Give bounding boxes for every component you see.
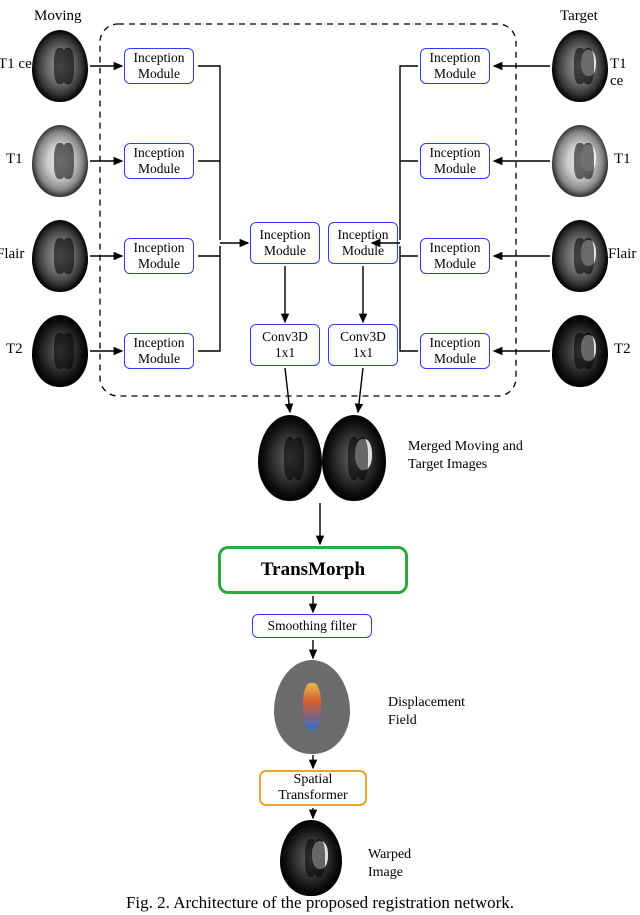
inception-center-right: Inception Module xyxy=(328,222,398,264)
brain-target-1 xyxy=(552,125,608,197)
conv3d-left: Conv3D 1x1 xyxy=(250,324,320,366)
figure-caption: Fig. 2. Architecture of the proposed reg… xyxy=(0,893,640,913)
brain-moving-2 xyxy=(32,220,88,292)
left-label-1: T1 xyxy=(6,151,23,168)
right-label-1: T1 xyxy=(614,151,631,168)
right-label-3: T2 xyxy=(614,341,631,358)
conv3d-right: Conv3D 1x1 xyxy=(328,324,398,366)
inception-right-1: Inception Module xyxy=(420,143,490,179)
inception-left-1: Inception Module xyxy=(124,143,194,179)
transmorph-block: TransMorph xyxy=(218,546,408,594)
spatial-transformer: Spatial Transformer xyxy=(259,770,367,806)
smoothing-filter: Smoothing filter xyxy=(252,614,372,638)
inception-left-3: Inception Module xyxy=(124,333,194,369)
inception-left-2: Inception Module xyxy=(124,238,194,274)
header-moving: Moving xyxy=(34,8,82,25)
right-label-0: T1 ce xyxy=(610,56,640,90)
warped-image xyxy=(280,820,342,896)
brain-moving-3 xyxy=(32,315,88,387)
inception-right-0: Inception Module xyxy=(420,48,490,84)
header-target: Target xyxy=(560,8,598,25)
architecture-diagram: Moving Target T1 ce T1 Flair T2 T1 ce T1… xyxy=(0,0,640,890)
inception-left-0: Inception Module xyxy=(124,48,194,84)
left-label-0: T1 ce xyxy=(0,56,32,73)
brain-target-3 xyxy=(552,315,608,387)
left-label-2: Flair xyxy=(0,246,24,263)
inception-right-2: Inception Module xyxy=(420,238,490,274)
brain-moving-0 xyxy=(32,30,88,102)
brain-target-0 xyxy=(552,30,608,102)
note-merged: Merged Moving and Target Images xyxy=(408,438,523,473)
note-disp: Displacement Field xyxy=(388,694,465,729)
right-label-2: Flair xyxy=(608,246,636,263)
inception-center-left: Inception Module xyxy=(250,222,320,264)
merged-target xyxy=(322,415,386,501)
merged-moving xyxy=(258,415,322,501)
brain-target-2 xyxy=(552,220,608,292)
brain-moving-1 xyxy=(32,125,88,197)
inception-right-3: Inception Module xyxy=(420,333,490,369)
displacement-field-img xyxy=(274,660,350,754)
note-warped: Warped Image xyxy=(368,846,411,881)
left-label-3: T2 xyxy=(6,341,23,358)
